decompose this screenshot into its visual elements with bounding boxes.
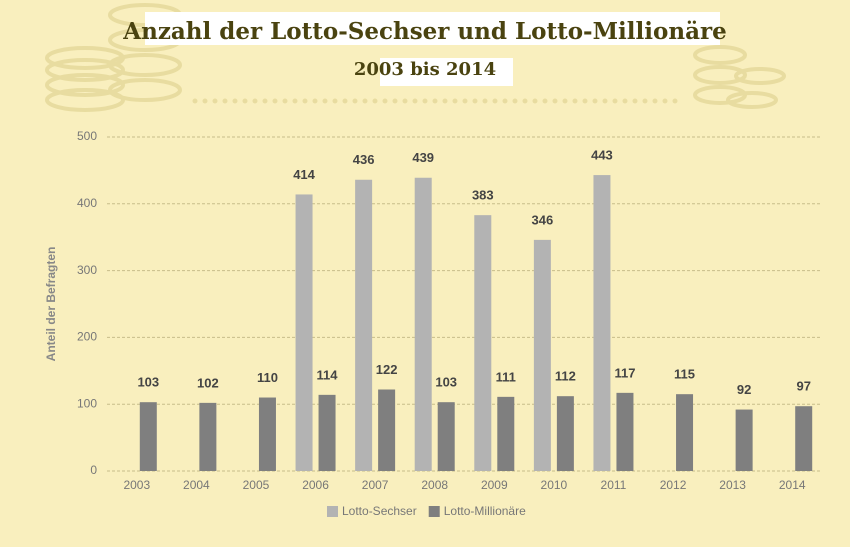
bar	[616, 392, 634, 471]
value-label: 122	[376, 362, 398, 377]
bar	[378, 389, 396, 471]
bar	[199, 402, 217, 471]
y-axis-label: Anteil der Befragten	[44, 247, 58, 362]
decoration	[45, 3, 786, 112]
value-label: 102	[197, 375, 219, 390]
value-label: 103	[137, 375, 159, 390]
x-tick-label: 2005	[243, 478, 270, 492]
bar	[593, 175, 611, 472]
value-label: 111	[496, 369, 516, 384]
x-tick-label: 2012	[660, 478, 687, 492]
bar	[414, 177, 432, 472]
x-tick-label: 2008	[421, 478, 448, 492]
legend-label: Lotto-Sechser	[342, 504, 417, 518]
legend-swatch	[428, 506, 440, 517]
x-tick-label: 2014	[779, 478, 806, 492]
subtitle-bg	[380, 58, 513, 86]
bar	[795, 406, 813, 471]
bar	[318, 394, 336, 471]
value-label: 114	[317, 367, 339, 382]
bar	[258, 397, 276, 471]
x-tick-label: 2011	[601, 478, 627, 492]
y-tick-label: 100	[77, 396, 97, 410]
legend-swatch	[327, 506, 338, 517]
value-label: 92	[737, 382, 751, 397]
bar	[295, 194, 313, 471]
value-label: 117	[614, 365, 635, 380]
value-label: 97	[796, 379, 810, 394]
value-label: 414	[293, 167, 315, 182]
bar	[437, 402, 455, 471]
chart-subtitle: 2003 bis 2014	[354, 59, 496, 80]
title-bg	[145, 12, 720, 45]
y-tick-label: 300	[77, 263, 97, 277]
value-label: 443	[591, 148, 613, 163]
y-tick-label: 500	[77, 129, 97, 143]
value-label: 110	[257, 370, 278, 385]
x-tick-label: 2009	[481, 478, 508, 492]
bar	[735, 409, 753, 471]
bar	[355, 179, 373, 471]
bar	[474, 215, 492, 471]
bar	[676, 394, 694, 471]
x-tick-label: 2010	[541, 478, 568, 492]
bar	[139, 402, 157, 471]
x-tick-label: 2013	[719, 478, 746, 492]
value-label: 346	[532, 212, 554, 227]
bar	[497, 396, 515, 471]
legend-label: Lotto-Millionäre	[444, 504, 526, 518]
x-tick-label: 2004	[183, 478, 210, 492]
x-tick-label: 2007	[362, 478, 389, 492]
y-tick-label: 0	[90, 463, 97, 477]
x-tick-label: 2006	[302, 478, 329, 492]
bar	[533, 239, 551, 471]
x-tick-label: 2003	[123, 478, 150, 492]
value-label: 439	[412, 150, 434, 165]
bar	[556, 396, 574, 471]
value-label: 103	[435, 375, 457, 390]
value-label: 112	[555, 369, 576, 384]
value-label: 436	[353, 152, 375, 167]
y-tick-label: 200	[77, 330, 97, 344]
value-label: 383	[472, 188, 494, 203]
chart-title: Anzahl der Lotto-Sechser und Lotto-Milli…	[122, 18, 726, 45]
y-tick-label: 400	[77, 196, 97, 210]
value-label: 115	[674, 367, 695, 382]
